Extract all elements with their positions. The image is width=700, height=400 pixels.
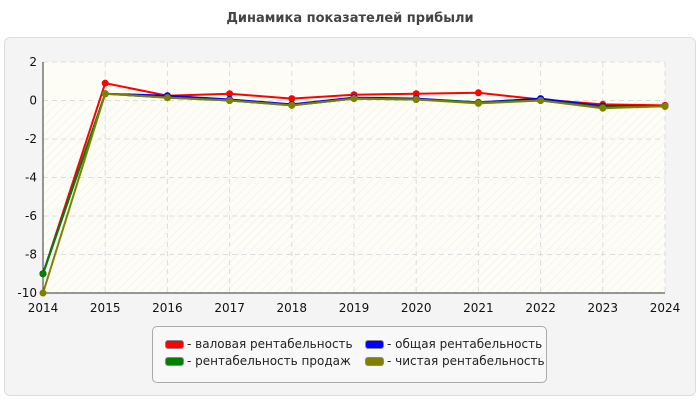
data-point [412, 90, 420, 98]
data-point [39, 289, 47, 297]
legend-label: - общая рентабельность [387, 337, 543, 351]
y-tick-label: 2 [29, 55, 37, 69]
x-tick-label: 2022 [525, 301, 556, 315]
y-tick-label: -4 [25, 171, 37, 185]
x-tick-label: 2017 [214, 301, 245, 315]
x-tick-label: 2019 [339, 301, 370, 315]
data-point [474, 99, 482, 107]
x-tick-label: 2023 [588, 301, 619, 315]
legend-item: - общая рентабельность [365, 337, 542, 351]
x-tick-label: 2021 [463, 301, 494, 315]
y-tick-label: 0 [29, 94, 37, 108]
x-tick-label: 2020 [401, 301, 432, 315]
legend-label: - чистая рентабельность [387, 354, 545, 368]
y-tick-label: -10 [17, 286, 37, 300]
data-point [537, 97, 545, 104]
data-point [661, 102, 669, 110]
chart-legend: - валовая рентабельность - общая рентабел… [152, 326, 547, 383]
data-point [288, 95, 296, 103]
legend-swatch [365, 356, 384, 366]
data-point [226, 90, 234, 98]
legend-label: - рентабельность продаж [187, 354, 351, 368]
data-point [39, 270, 47, 278]
data-point [101, 79, 109, 87]
x-tick-label: 2018 [277, 301, 308, 315]
data-point [350, 95, 358, 103]
y-tick-label: -6 [25, 209, 37, 223]
y-tick-label: -8 [25, 248, 37, 262]
chart-title: Динамика показателей прибыли [226, 11, 474, 26]
y-tick-label: -2 [25, 132, 37, 146]
data-point [599, 104, 607, 112]
legend-item: - рентабельность продаж [165, 354, 351, 368]
data-point [101, 90, 109, 98]
legend-swatch [165, 339, 184, 349]
data-point [412, 96, 420, 104]
x-tick-label: 2016 [152, 301, 183, 315]
legend-label: - валовая рентабельность [187, 337, 353, 351]
data-point [288, 101, 296, 109]
legend-swatch [365, 339, 384, 349]
x-tick-label: 2024 [650, 301, 681, 315]
x-tick-label: 2015 [90, 301, 121, 315]
data-point [226, 97, 234, 104]
legend-item: - валовая рентабельность [165, 337, 353, 351]
legend-swatch [165, 356, 184, 366]
data-point [474, 89, 482, 97]
data-point [163, 94, 171, 102]
x-tick-label: 2014 [28, 301, 59, 315]
legend-item: - чистая рентабельность [365, 354, 545, 368]
